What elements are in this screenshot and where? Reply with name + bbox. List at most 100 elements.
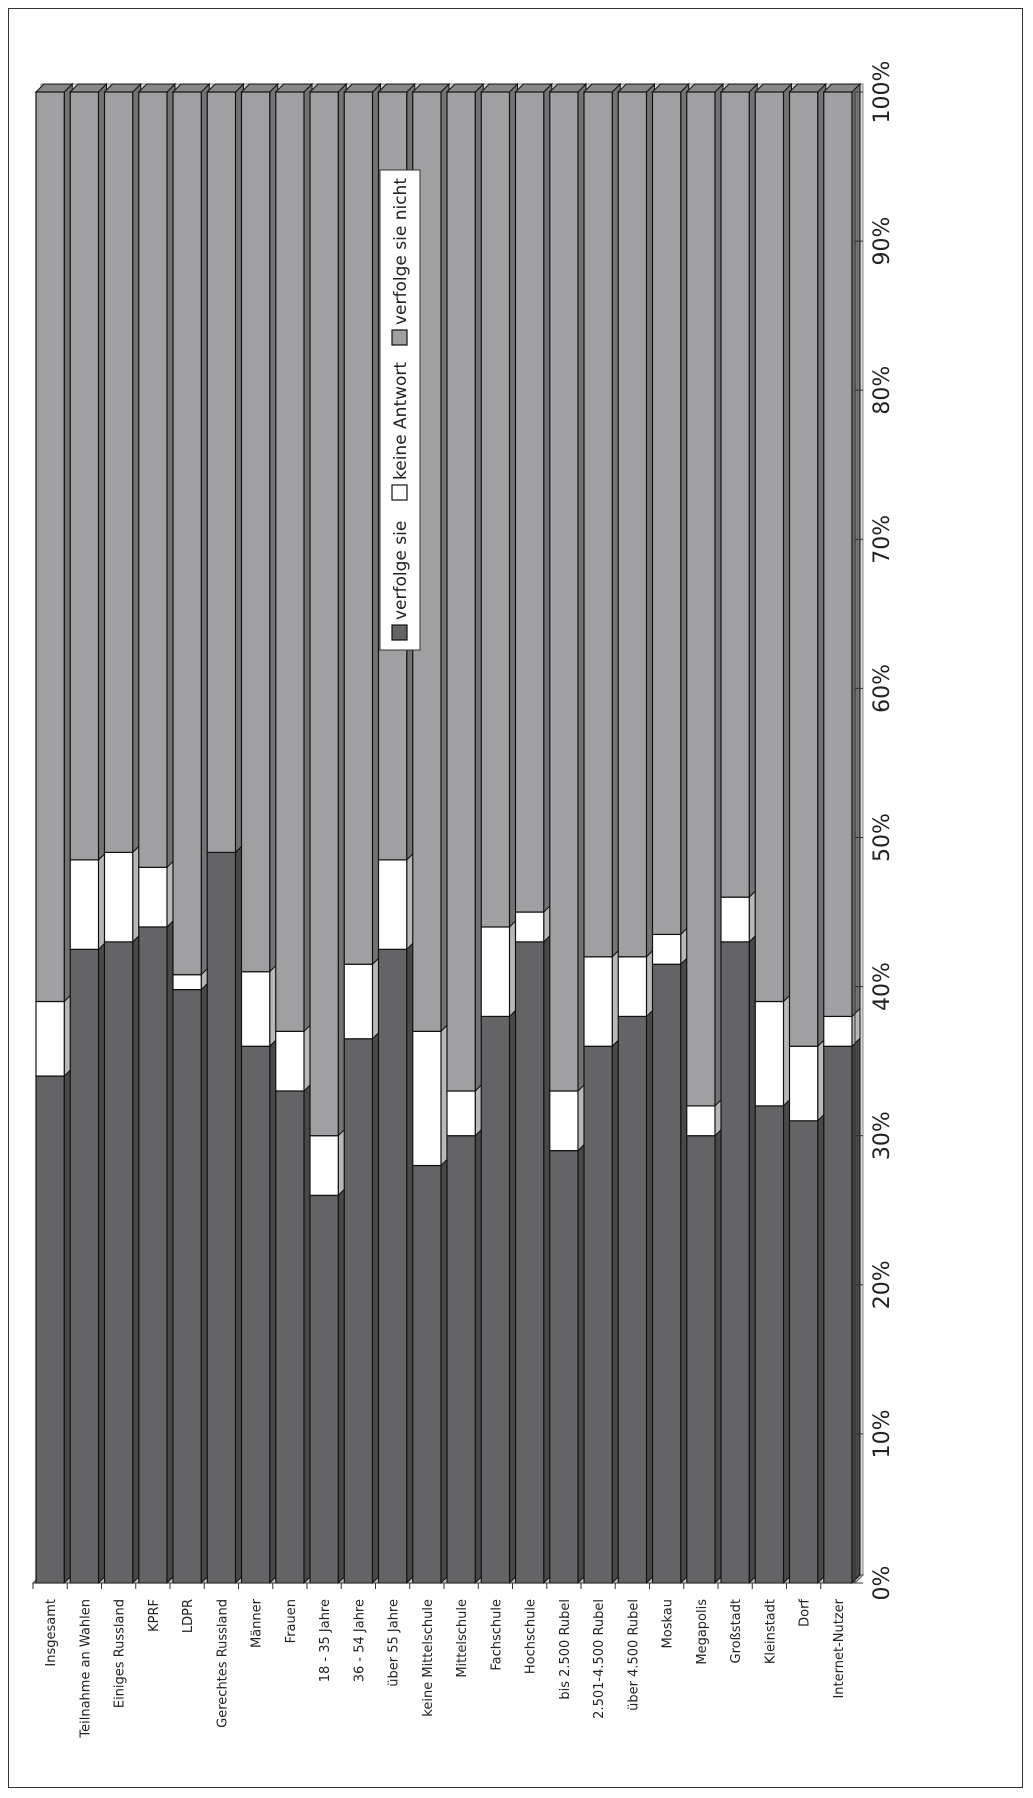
- bar-segment-1-13: [480, 917, 518, 1018]
- bar-segment-1-11: [412, 1022, 450, 1167]
- bar-segment-1-1: [69, 850, 107, 951]
- category-label-18: Moskau: [661, 1599, 676, 1648]
- category-label-0: Insgesamt: [44, 1599, 59, 1667]
- bar-segment-1-8: [309, 1126, 347, 1197]
- legend-item-2: verfolge sie nicht: [391, 178, 411, 346]
- bar-segment-2-2: [103, 82, 142, 854]
- tick-label-1: 10%: [870, 1409, 895, 1458]
- bar-segment-2-0: [34, 82, 74, 1003]
- bar-segment-2-15: [548, 82, 588, 1093]
- tick-label-10: 100%: [870, 61, 895, 124]
- bar-segment-1-10: [377, 850, 416, 951]
- bar-segment-1-6: [240, 962, 279, 1048]
- category-label-5: Gerechtes Russland: [215, 1599, 230, 1728]
- bar-segment-2-3: [137, 82, 177, 869]
- category-axis: Insgesamt Teilnahme an Wahlen Einiges Russ…: [32, 1582, 855, 1739]
- bar-segment-1-2: [103, 843, 142, 944]
- bar-segment-0-7: [275, 1081, 313, 1585]
- legend-label-0: verfolge sie: [391, 521, 411, 620]
- bar-segment-1-16: [583, 947, 621, 1048]
- bar-segment-0-12: [446, 1126, 484, 1585]
- bar-segment-0-15: [549, 1141, 587, 1585]
- legend-label-2: verfolge sie nicht: [391, 178, 411, 325]
- bar-segment-2-13: [480, 82, 519, 929]
- legend-item-0: verfolge sie: [391, 521, 411, 641]
- bar-segment-0-1: [69, 940, 107, 1585]
- bar-segment-0-2: [103, 932, 142, 1585]
- bar-segment-1-17: [617, 947, 655, 1018]
- bar-segment-2-9: [343, 82, 382, 966]
- bar-segment-0-11: [412, 1156, 450, 1585]
- bar-segment-1-3: [138, 858, 176, 929]
- bar-segment-2-19: [685, 82, 725, 1108]
- bar-segment-0-0: [35, 1066, 73, 1585]
- bars-group: [34, 82, 862, 1585]
- bar-segment-2-22: [788, 82, 827, 1048]
- bar-segment-1-22: [788, 1037, 827, 1122]
- bar-segment-2-4: [171, 82, 211, 976]
- bar-segment-2-6: [240, 82, 279, 973]
- legend-swatch-2: [391, 329, 408, 346]
- bar-segment-0-13: [480, 1007, 518, 1585]
- bar-segment-0-21: [754, 1096, 792, 1585]
- category-label-17: über 4.500 Rubel: [626, 1599, 641, 1711]
- category-label-10: über 55 Jahre: [387, 1599, 402, 1687]
- bar-segment-1-21: [754, 992, 792, 1108]
- bar-segment-1-7: [275, 1022, 313, 1093]
- bar-segment-2-8: [308, 82, 348, 1137]
- legend-item-1: keine Antwort: [391, 362, 411, 501]
- bar-segment-1-9: [343, 955, 381, 1040]
- category-label-16: 2.501-4.500 Rubel: [592, 1599, 607, 1719]
- bar-segment-0-18: [651, 955, 690, 1585]
- category-label-13: Fachschule: [489, 1599, 504, 1671]
- bar-segment-0-14: [514, 932, 553, 1585]
- bar-segment-0-17: [617, 1007, 655, 1585]
- tick-label-5: 50%: [870, 813, 895, 862]
- category-label-12: Mittelschule: [455, 1599, 470, 1678]
- category-label-8: 18 - 35 Jahre: [318, 1599, 333, 1682]
- bar-segment-0-10: [377, 940, 416, 1585]
- bar-segment-2-21: [754, 82, 793, 1003]
- bar-segment-2-14: [514, 82, 553, 914]
- bar-segment-2-7: [274, 82, 314, 1033]
- bar-segment-2-16: [582, 82, 622, 958]
- legend-swatch-1: [391, 484, 408, 501]
- category-label-1: Teilnahme an Wahlen: [78, 1599, 93, 1739]
- bar-segment-1-15: [549, 1081, 587, 1152]
- bar-segment-0-4: [172, 980, 210, 1585]
- bar-segment-2-1: [69, 82, 108, 862]
- category-label-3: KPRF: [147, 1599, 162, 1632]
- bar-segment-0-5: [206, 843, 244, 1585]
- category-label-14: Hochschule: [524, 1599, 539, 1674]
- tick-label-3: 30%: [870, 1111, 895, 1160]
- category-label-7: Frauen: [284, 1599, 299, 1643]
- legend-swatch-0: [391, 624, 408, 641]
- tick-label-9: 90%: [870, 217, 895, 266]
- bar-segment-1-23: [823, 1007, 861, 1048]
- category-label-21: Kleinstadt: [763, 1599, 778, 1664]
- chart-frame: [8, 8, 1023, 1788]
- value-axis: 0% 10% 20% 30% 40% 50% 60% 70% 80% 90% 100%: [854, 61, 895, 1600]
- tick-label-7: 70%: [870, 515, 895, 564]
- category-label-6: Männer: [250, 1598, 265, 1648]
- tick-label-6: 60%: [870, 664, 895, 713]
- category-label-19: Megapolis: [695, 1599, 710, 1665]
- bar-segment-2-17: [617, 82, 656, 958]
- bar-segment-0-19: [686, 1126, 724, 1585]
- category-label-15: bis 2.500 Rubel: [558, 1599, 573, 1700]
- tick-label-8: 80%: [870, 366, 895, 415]
- bar-segment-1-0: [35, 992, 73, 1078]
- bar-segment-2-20: [719, 82, 759, 899]
- legend-box: verfolge sie keine Antwort verfolge sie ni…: [379, 169, 421, 651]
- bar-segment-2-5: [206, 82, 245, 854]
- category-label-9: 36 - 54 Jahre: [352, 1599, 367, 1682]
- bar-segment-2-23: [822, 82, 862, 1018]
- bar-segment-2-12: [445, 82, 485, 1093]
- legend-label-1: keine Antwort: [391, 362, 411, 480]
- bar-segment-0-9: [343, 1029, 381, 1585]
- category-label-22: Dorf: [798, 1599, 813, 1627]
- category-label-11: keine Mittelschule: [421, 1599, 436, 1717]
- bar-segment-0-3: [138, 917, 176, 1585]
- category-label-23: Internet-Nutzer: [832, 1598, 847, 1698]
